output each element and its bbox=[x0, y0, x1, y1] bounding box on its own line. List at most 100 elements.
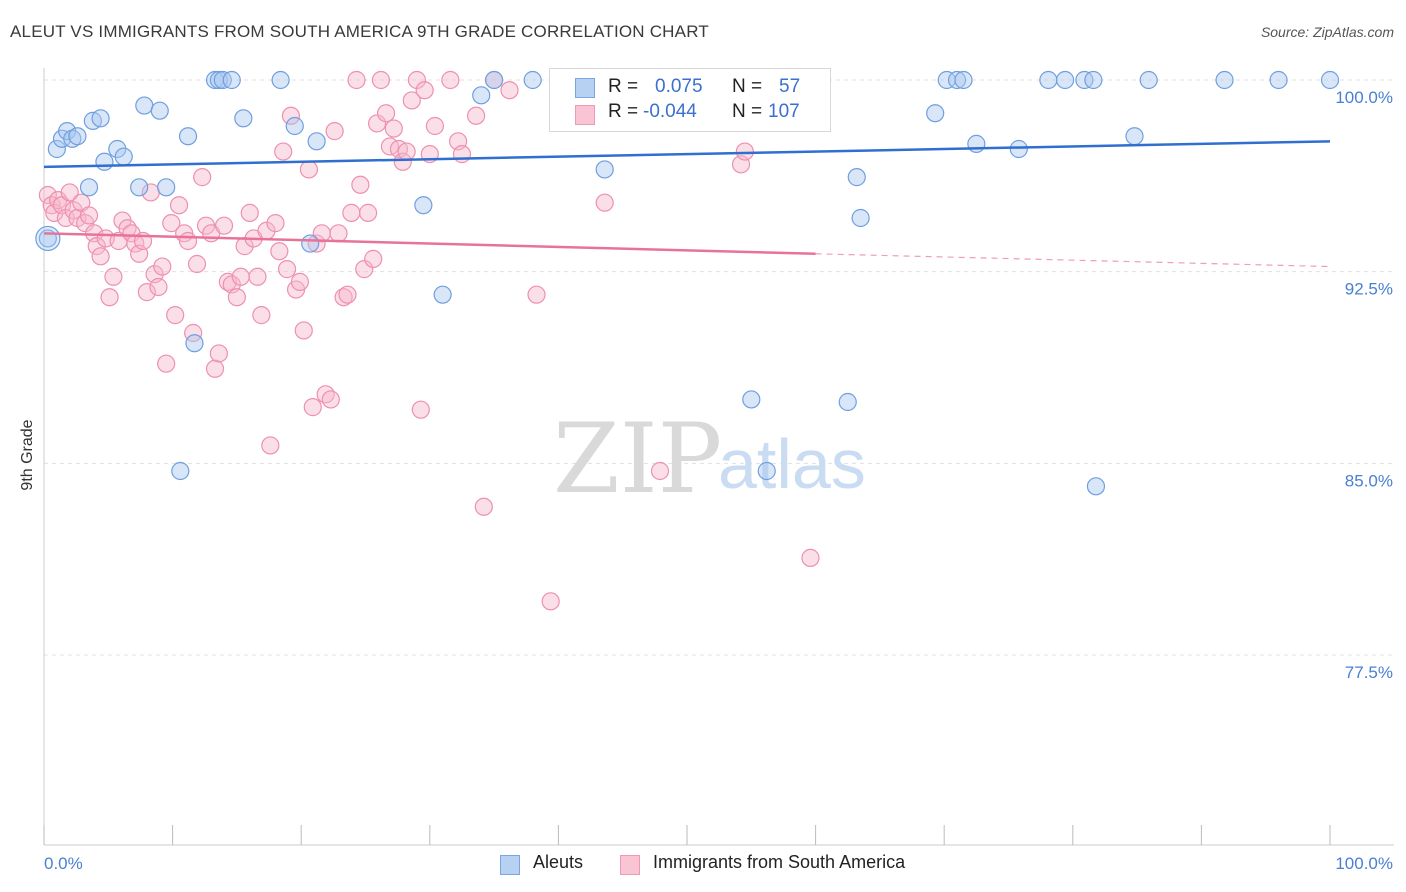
data-point-aleuts bbox=[68, 127, 87, 146]
data-point-immigrants bbox=[227, 288, 246, 307]
data-point-aleuts bbox=[178, 127, 198, 146]
data-point-immigrants bbox=[178, 231, 198, 251]
data-point-immigrants bbox=[425, 116, 445, 136]
y-tick-label: 100.0% bbox=[1335, 88, 1393, 107]
data-point-immigrants bbox=[100, 288, 119, 307]
data-point-immigrants bbox=[347, 70, 366, 90]
data-point-immigrants bbox=[277, 260, 297, 279]
data-point-immigrants bbox=[407, 70, 427, 90]
data-point-immigrants bbox=[325, 122, 344, 141]
data-point-immigrants bbox=[338, 285, 357, 304]
data-point-aleuts bbox=[1055, 70, 1075, 90]
data-point-immigrants bbox=[376, 104, 396, 123]
data-point-aleuts bbox=[595, 160, 614, 179]
data-point-aleuts bbox=[209, 70, 228, 90]
data-point-immigrants bbox=[384, 119, 403, 138]
legend-swatch-immigrants bbox=[575, 105, 595, 125]
data-point-immigrants bbox=[231, 267, 250, 286]
legend-n-label: N = bbox=[732, 76, 763, 97]
legend-r-value: -0.044 bbox=[643, 101, 697, 122]
data-point-immigrants bbox=[371, 70, 391, 90]
data-point-immigrants bbox=[351, 175, 370, 194]
data-point-immigrants bbox=[801, 548, 820, 567]
data-point-immigrants bbox=[38, 185, 57, 205]
data-point-aleuts bbox=[851, 208, 870, 228]
data-point-immigrants bbox=[358, 203, 378, 222]
data-point-immigrants bbox=[209, 344, 228, 363]
y-tick-labels: 100.0% 92.5% 85.0% 77.5% bbox=[1335, 88, 1393, 682]
data-point-aleuts bbox=[1009, 139, 1028, 159]
data-point-aleuts bbox=[1215, 70, 1234, 90]
data-point-aleuts bbox=[742, 390, 761, 409]
data-point-immigrants bbox=[452, 145, 472, 164]
legend-row-aleuts: R = 0.075 N = 57 bbox=[550, 74, 830, 102]
watermark: ZIP atlas bbox=[553, 403, 866, 515]
data-point-immigrants bbox=[60, 183, 79, 202]
data-point-immigrants bbox=[153, 257, 172, 276]
data-point-aleuts bbox=[414, 196, 433, 215]
data-point-aleuts bbox=[171, 461, 190, 481]
legend-r-label: R = bbox=[608, 76, 639, 97]
legend-n-value: 57 bbox=[779, 76, 801, 97]
x-tick-label: 100.0% bbox=[1335, 854, 1393, 873]
data-point-aleuts bbox=[1039, 70, 1058, 90]
data-point-aleuts bbox=[157, 178, 176, 197]
data-point-immigrants bbox=[397, 142, 416, 161]
data-point-immigrants bbox=[137, 283, 156, 302]
data-point-aleuts bbox=[967, 134, 986, 153]
data-point-immigrants bbox=[240, 203, 259, 222]
data-point-aleuts bbox=[433, 285, 452, 304]
bottom-legend-swatch-aleuts bbox=[500, 855, 520, 875]
data-point-aleuts bbox=[1320, 70, 1340, 90]
chart-title: ALEUT VS IMMIGRANTS FROM SOUTH AMERICA 9… bbox=[10, 22, 709, 41]
y-tick-label: 85.0% bbox=[1345, 471, 1393, 490]
data-point-immigrants bbox=[187, 254, 207, 274]
data-point-immigrants bbox=[299, 160, 319, 179]
data-point-immigrants bbox=[303, 398, 322, 417]
data-point-immigrants bbox=[252, 306, 271, 325]
legend-row-immigrants: R = -0.044 N = 107 bbox=[550, 101, 830, 129]
data-point-immigrants bbox=[266, 214, 285, 233]
data-point-aleuts bbox=[285, 116, 304, 136]
data-point-immigrants bbox=[248, 267, 267, 286]
data-point-aleuts bbox=[926, 104, 945, 123]
data-point-aleuts bbox=[472, 86, 491, 105]
data-point-aleuts bbox=[1086, 477, 1106, 496]
watermark-atlas: atlas bbox=[718, 425, 866, 503]
data-point-aleuts bbox=[234, 109, 253, 128]
data-point-immigrants bbox=[321, 390, 340, 409]
series-aleuts-points bbox=[35, 70, 1340, 496]
trend-lines bbox=[43, 140, 1331, 268]
data-point-immigrants bbox=[294, 321, 313, 340]
data-point-immigrants bbox=[281, 106, 301, 125]
legend-n-label: N = bbox=[732, 101, 763, 122]
data-point-aleuts bbox=[1125, 127, 1144, 146]
data-point-immigrants bbox=[270, 242, 289, 261]
data-point-immigrants bbox=[441, 70, 460, 90]
data-point-immigrants bbox=[735, 142, 754, 161]
data-point-immigrants bbox=[466, 106, 486, 125]
data-point-immigrants bbox=[149, 277, 168, 297]
data-point-aleuts bbox=[757, 461, 776, 481]
data-point-immigrants bbox=[364, 249, 383, 268]
data-point-immigrants bbox=[595, 193, 614, 212]
data-point-aleuts bbox=[307, 132, 326, 151]
data-point-immigrants bbox=[500, 81, 519, 100]
data-point-immigrants bbox=[329, 224, 348, 243]
data-point-immigrants bbox=[193, 168, 212, 187]
data-point-aleuts bbox=[63, 129, 82, 148]
data-point-immigrants bbox=[402, 91, 421, 110]
data-point-immigrants bbox=[650, 461, 670, 481]
data-point-immigrants bbox=[79, 206, 99, 225]
x-tick-labels: 0.0% 100.0% bbox=[44, 854, 1393, 873]
bottom-legend-label-immigrants: Immigrants from South America bbox=[653, 852, 906, 872]
chart-source: Source: ZipAtlas.com bbox=[1260, 24, 1394, 40]
data-point-immigrants bbox=[91, 247, 110, 266]
legend-n-value: 107 bbox=[768, 101, 800, 122]
data-point-immigrants bbox=[367, 114, 387, 133]
watermark-zip: ZIP bbox=[553, 403, 722, 515]
data-point-aleuts-large bbox=[35, 225, 61, 252]
data-point-aleuts bbox=[838, 392, 857, 412]
data-point-immigrants bbox=[474, 497, 493, 516]
